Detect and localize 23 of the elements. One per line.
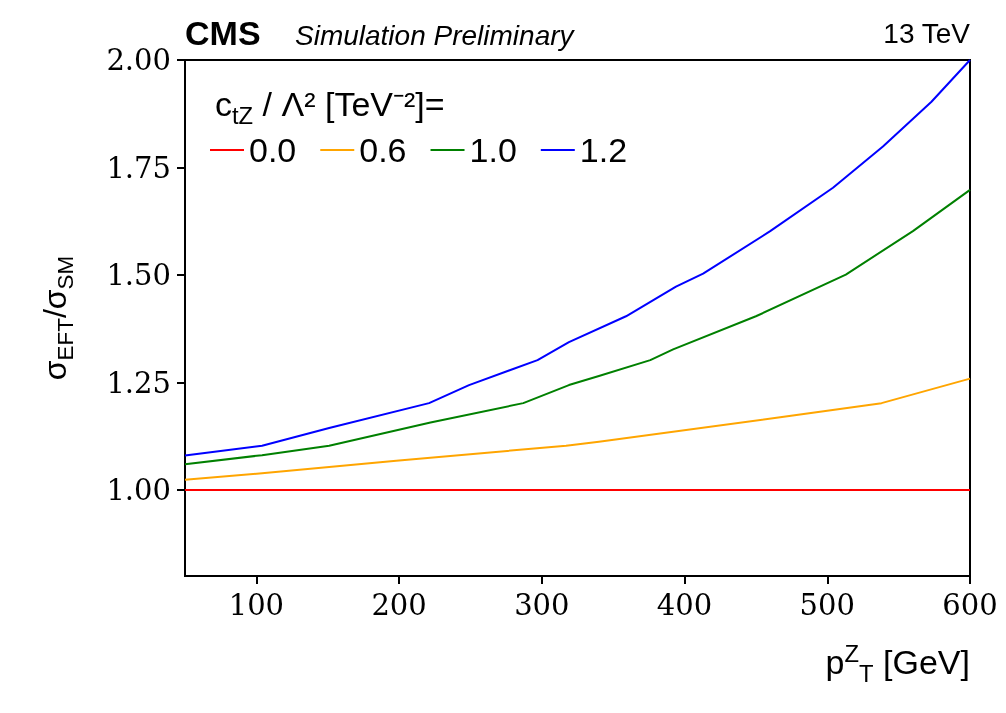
y-tick-label: 1.50 bbox=[106, 258, 171, 292]
chart-title: CMS bbox=[185, 14, 261, 53]
legend-label: 1.0 bbox=[469, 131, 517, 169]
legend-label: 0.0 bbox=[249, 131, 297, 169]
y-tick-label: 1.75 bbox=[106, 150, 171, 185]
line-series bbox=[184, 188, 971, 466]
y-tick-label: 1.25 bbox=[106, 365, 171, 400]
x-tick-label: 300 bbox=[514, 587, 570, 622]
text: 13 TeV bbox=[883, 18, 970, 50]
x-axis-title: p$^{Z}$$_{T}$ [GeV] bbox=[825, 640, 970, 689]
chart-subtitle: Simulation Preliminary bbox=[295, 20, 574, 52]
legend-label: 0.6 bbox=[359, 131, 407, 169]
y-tick-label: 2.00 bbox=[106, 43, 171, 77]
x-tick-label: 200 bbox=[371, 587, 427, 622]
legend-label: 1.2 bbox=[579, 131, 628, 169]
x-tick-label: 400 bbox=[656, 587, 713, 622]
legend-title: c$_{tZ}$ / Λ² [TeV⁻²]= bbox=[215, 84, 445, 130]
x-tick-label: 600 bbox=[942, 587, 998, 622]
line-series bbox=[184, 59, 971, 457]
line-series bbox=[184, 377, 971, 481]
y-tick-label: 1.00 bbox=[106, 473, 171, 507]
x-tick-label: 500 bbox=[799, 587, 855, 622]
x-tick-label: 100 bbox=[228, 587, 285, 622]
